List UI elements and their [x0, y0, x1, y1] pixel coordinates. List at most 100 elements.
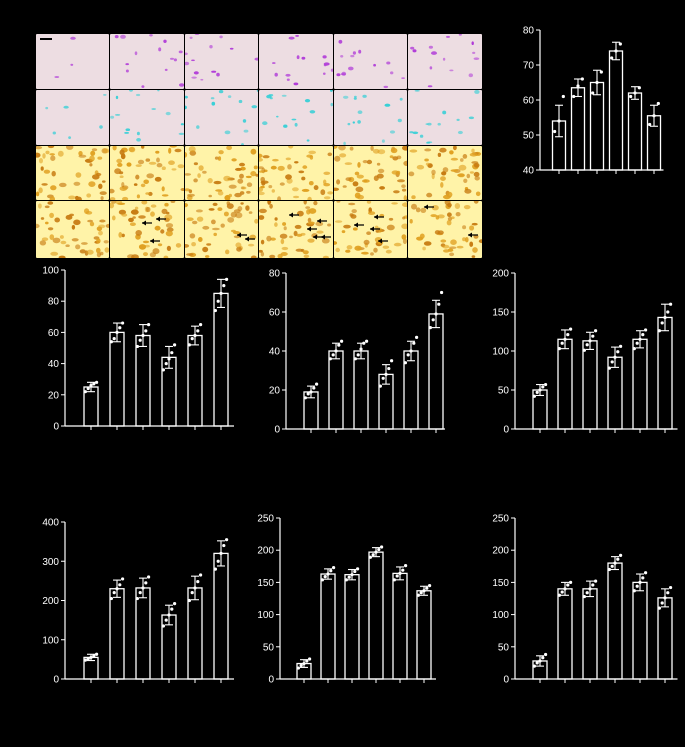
data-point — [588, 587, 592, 591]
cell-spot — [198, 237, 203, 242]
bar — [582, 588, 598, 680]
micrograph-tile — [259, 34, 333, 89]
y-tick-label: 50 — [263, 642, 275, 653]
cell-spot — [415, 207, 421, 213]
data-point — [365, 339, 369, 343]
cell-spot — [169, 146, 177, 148]
cell-spot — [69, 213, 74, 217]
cell-spot — [45, 106, 49, 110]
cell-spot — [218, 150, 224, 155]
cell-spot — [294, 122, 298, 127]
cell-spot — [373, 247, 378, 253]
micrograph-tile — [185, 201, 258, 258]
cell-spot — [256, 90, 258, 92]
cell-spot — [431, 169, 436, 175]
cell-spot — [217, 207, 223, 211]
cell-spot — [288, 36, 295, 40]
data-point — [135, 596, 139, 601]
cell-spot — [471, 41, 474, 45]
data-point — [173, 343, 177, 347]
cell-spot — [161, 194, 169, 197]
cell-spot — [49, 234, 55, 240]
cell-spot — [99, 191, 107, 195]
cell-spot — [335, 247, 340, 253]
data-point — [299, 663, 303, 668]
cell-spot — [307, 196, 312, 200]
data-point — [92, 382, 96, 386]
cell-spot — [129, 222, 136, 226]
cell-spot — [307, 238, 315, 243]
cell-spot — [469, 171, 474, 174]
data-point — [582, 594, 586, 599]
cell-spot — [41, 183, 48, 186]
cell-spot — [163, 255, 169, 258]
cell-spot — [463, 205, 471, 210]
cell-spot — [390, 147, 398, 154]
cell-spot — [129, 90, 133, 92]
cell-spot — [217, 190, 224, 196]
y-tick-label: 150 — [257, 578, 274, 589]
data-point — [309, 390, 313, 394]
data-point — [337, 343, 341, 347]
data-point — [610, 360, 614, 364]
cell-spot — [179, 83, 184, 87]
data-point — [187, 343, 191, 347]
bar — [320, 573, 336, 680]
cell-spot — [416, 164, 425, 170]
cell-spot — [112, 146, 117, 151]
cell-spot — [472, 247, 478, 253]
cell-spot — [164, 202, 169, 207]
bar-chart-c: 0 20 40 60 80 — [269, 269, 445, 436]
data-point — [112, 591, 116, 595]
cell-spot — [99, 219, 106, 223]
data-point — [95, 652, 99, 656]
cell-spot — [458, 34, 462, 36]
cell-spot — [227, 95, 232, 98]
micrograph-tile — [110, 201, 184, 258]
cell-spot — [165, 111, 171, 116]
data-point — [164, 618, 168, 622]
data-point — [538, 388, 542, 392]
cell-spot — [75, 195, 79, 200]
y-tick-label: 80 — [48, 297, 60, 308]
cell-spot — [36, 146, 43, 150]
cell-spot — [134, 206, 139, 210]
cell-spot — [185, 152, 188, 158]
data-point — [428, 584, 432, 588]
cell-spot — [211, 70, 217, 73]
data-point — [390, 359, 394, 363]
cell-spot — [223, 175, 231, 182]
cell-spot — [212, 227, 220, 231]
data-point — [629, 94, 633, 99]
data-point — [616, 557, 620, 561]
data-point — [644, 328, 648, 332]
cell-spot — [145, 192, 150, 195]
bar — [582, 340, 598, 430]
cell-spot — [220, 223, 225, 228]
cell-spot — [96, 247, 101, 254]
cell-spot — [110, 115, 115, 119]
cell-spot — [414, 90, 420, 92]
cell-spot — [410, 46, 415, 50]
cell-spot — [450, 216, 455, 219]
arrow-head — [468, 232, 472, 238]
cell-spot — [141, 85, 145, 88]
cell-spot — [110, 197, 116, 200]
cell-spot — [237, 206, 243, 212]
y-tick-label: 20 — [269, 386, 281, 397]
bar — [632, 581, 648, 680]
cell-spot — [280, 252, 288, 256]
cell-spot — [202, 170, 207, 174]
cell-spot — [352, 227, 358, 231]
cell-spot — [91, 148, 98, 152]
cell-spot — [121, 213, 128, 217]
cell-spot — [136, 138, 141, 142]
cell-spot — [260, 180, 269, 184]
cell-spot — [323, 171, 331, 175]
cell-spot — [145, 158, 151, 162]
cell-spot — [164, 214, 173, 221]
cell-spot — [115, 201, 122, 205]
data-point — [572, 94, 576, 99]
y-tick-label: 250 — [492, 514, 509, 525]
cell-spot — [376, 162, 381, 166]
